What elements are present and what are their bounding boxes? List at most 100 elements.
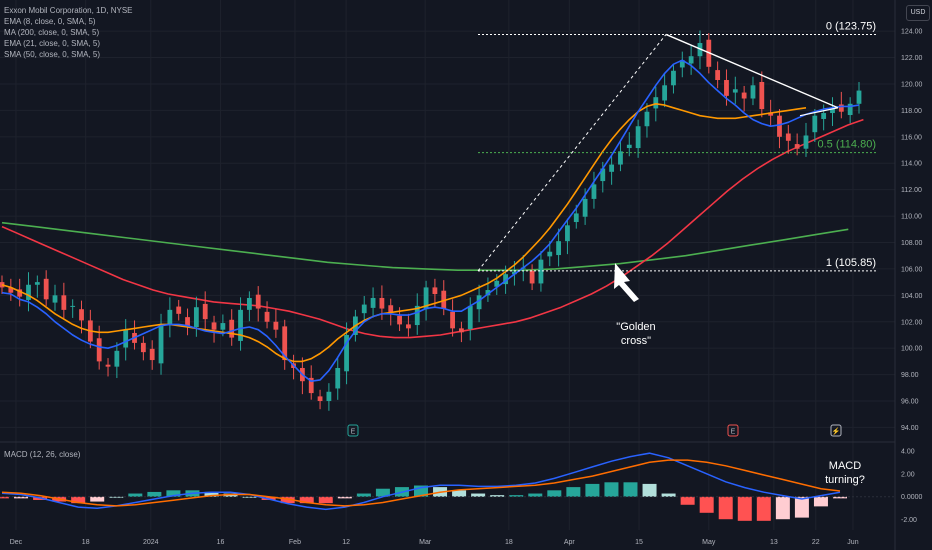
candle-body xyxy=(538,259,544,284)
macd-histogram-bar xyxy=(375,488,390,497)
time-tick-label: Dec xyxy=(10,539,23,546)
candle-body xyxy=(211,322,217,330)
golden-cross-arrow xyxy=(614,262,639,302)
event-marker xyxy=(347,424,359,437)
candle-body xyxy=(732,89,738,93)
time-tick-label: 16 xyxy=(217,539,225,546)
candle-body xyxy=(459,328,464,333)
price-tick-label: 104.00 xyxy=(901,293,923,300)
time-tick-label: May xyxy=(702,539,716,546)
macd-histogram-bar xyxy=(756,496,771,521)
price-tick-label: 124.00 xyxy=(901,29,923,36)
price-axis: 124.00 122.00 120.00 118.00 116.00 114.00 112.… xyxy=(901,29,923,525)
price-tick-label: 114.00 xyxy=(901,161,922,168)
macd-histogram-bar xyxy=(166,490,181,497)
ema8-line xyxy=(1,59,860,383)
event-marker-label: ⚡ xyxy=(832,427,841,436)
macd-histogram-bar xyxy=(604,482,619,497)
candle-body xyxy=(123,329,129,348)
candle-body xyxy=(688,56,694,64)
price-tick-label: 106.00 xyxy=(901,266,923,273)
candle-body xyxy=(618,151,623,165)
macd-histogram-bar xyxy=(0,496,9,499)
time-tick-label: 13 xyxy=(770,539,778,546)
descending-trendline xyxy=(665,33,839,109)
candle-body xyxy=(34,282,40,285)
currency-button[interactable]: USD xyxy=(906,5,930,21)
candle-body xyxy=(193,307,199,328)
indicator-legend: Exxon Mobil Corporation, 1D, NYSE EMA (8… xyxy=(4,5,133,60)
candle-body xyxy=(573,213,579,223)
macd-histogram-bar xyxy=(680,496,695,505)
time-tick-label: 22 xyxy=(812,539,820,546)
candle-body xyxy=(423,287,429,310)
candle-body xyxy=(158,324,164,364)
legend-ema8[interactable]: EMA (8, close, 0, SMA, 5) xyxy=(4,17,96,26)
candle-body xyxy=(70,305,76,307)
candle-body xyxy=(344,334,349,372)
event-markers: E E ⚡ xyxy=(347,424,842,437)
time-tick-label: 12 xyxy=(342,539,350,546)
candle-body xyxy=(838,104,844,112)
candle-body xyxy=(582,198,588,217)
macd-histogram-bar xyxy=(490,495,505,497)
grid xyxy=(0,0,896,550)
ema21-line xyxy=(1,103,807,363)
event-marker-label: E xyxy=(351,429,356,436)
macd-tick-label: 0.0000 xyxy=(901,494,923,501)
macd-legend[interactable]: MACD (12, 26, close) xyxy=(4,450,81,459)
price-tick-label: 102.00 xyxy=(901,319,923,326)
time-axis: Dec 18 2024 16 Feb 12 Mar 18 Apr 15 May 13 22 Jun xyxy=(10,539,859,546)
candle-body xyxy=(768,112,774,116)
price-tick-label: 94.00 xyxy=(901,425,919,432)
macd-histogram-bar xyxy=(128,493,143,497)
sma50-line xyxy=(1,118,864,339)
candle-body xyxy=(600,168,606,182)
macd-annotation: turning? xyxy=(825,474,865,486)
candle-body xyxy=(450,311,455,329)
legend-ema21[interactable]: EMA (21, close, 0, SMA, 5) xyxy=(4,39,101,48)
golden-cross-label: "Golden xyxy=(616,321,655,333)
candle-body xyxy=(43,278,49,300)
macd-histogram-bar xyxy=(337,496,352,499)
candle-body xyxy=(114,350,120,367)
event-marker xyxy=(727,424,739,437)
candle-body xyxy=(8,287,14,293)
time-tick-label: Mar xyxy=(419,539,432,546)
legend-sma50[interactable]: SMA (50, close, 0, SMA, 5) xyxy=(4,50,101,59)
candle-body xyxy=(264,311,270,322)
macd-histogram-bar xyxy=(623,482,638,497)
symbol-title[interactable]: Exxon Mobil Corporation, 1D, NYSE xyxy=(4,6,133,15)
candle-body xyxy=(335,367,341,389)
time-tick-label: 15 xyxy=(635,539,643,546)
candle-body xyxy=(591,184,597,199)
candle-body xyxy=(485,290,491,296)
candle-body xyxy=(741,92,747,99)
macd-signal-line xyxy=(1,459,841,507)
price-tick-label: 120.00 xyxy=(901,81,923,88)
macd-tick-label: 2.00 xyxy=(901,471,915,478)
golden-cross-label: cross" xyxy=(621,335,651,347)
candle-body xyxy=(326,391,332,402)
macd-line xyxy=(1,452,841,511)
candle-body xyxy=(679,60,685,68)
ema21-line-group xyxy=(1,103,807,363)
candle-body xyxy=(273,321,279,330)
candle-body xyxy=(715,70,721,81)
candle-body xyxy=(246,297,252,310)
annotations: "Golden cross" MACD turning? xyxy=(614,262,865,486)
candle-body xyxy=(96,338,102,362)
candle-body xyxy=(432,287,438,295)
candle-body xyxy=(856,90,862,104)
macd-histogram-bar xyxy=(699,496,714,513)
candle-body xyxy=(821,113,827,119)
macd-histogram-bar xyxy=(718,496,733,520)
price-tick-label: 116.00 xyxy=(901,134,922,141)
candle-body xyxy=(441,290,447,309)
candle-body xyxy=(370,297,376,308)
price-tick-label: 100.00 xyxy=(901,346,923,353)
candle-body xyxy=(167,309,173,325)
legend-ma200[interactable]: MA (200, close, 0, SMA, 5) xyxy=(4,28,100,37)
candle-body xyxy=(503,274,508,285)
